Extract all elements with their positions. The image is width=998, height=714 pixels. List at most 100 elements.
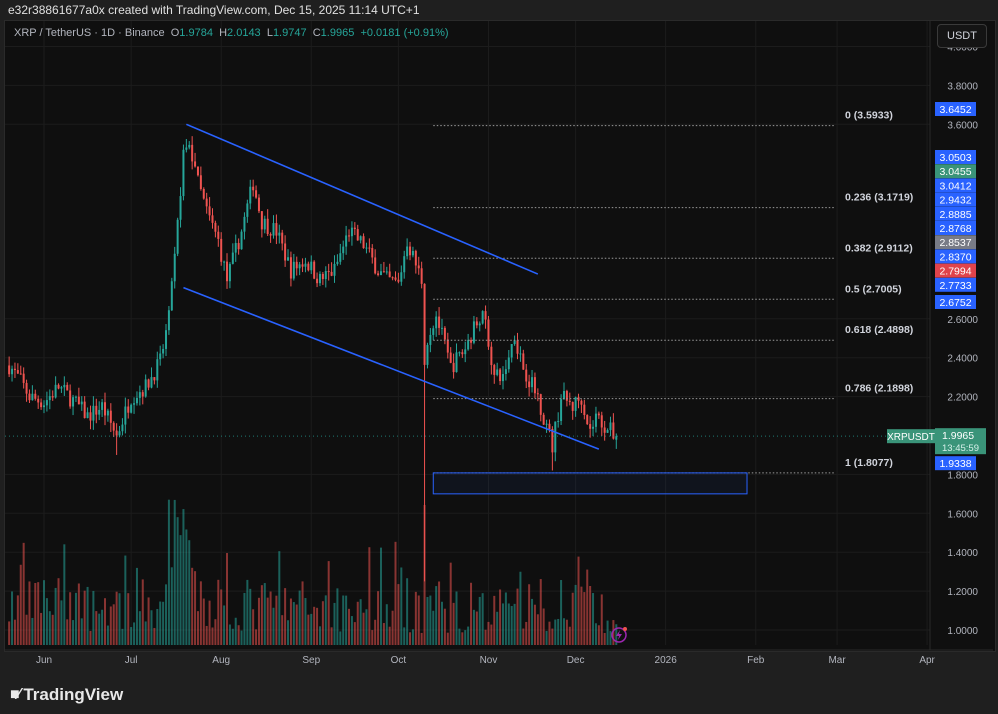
candle-body [8,365,11,375]
candle-body [348,235,351,237]
candle-body [51,396,54,398]
volume-bar [159,601,162,645]
volume-bar [406,578,409,645]
volume-bar [318,626,321,645]
volume-bar [356,601,359,645]
volume-bar [162,601,165,645]
volume-bar [327,561,330,645]
candle-body [266,218,269,234]
volume-bar [510,606,513,645]
currency-button[interactable]: USDT [937,24,987,48]
volume-bar [420,632,423,645]
candle-body [167,310,170,331]
candle-body [313,261,316,279]
candle-body [208,206,211,216]
low-value: 1.9747 [272,27,307,39]
volume-bar [507,603,510,645]
candle-body [577,397,580,401]
price-axis-label-bg [935,456,976,471]
volume-bar [86,586,89,645]
volume-bar [379,547,382,645]
candle-body [377,273,380,276]
candle-body [452,362,455,373]
candle-body [237,243,240,250]
volume-bar [8,621,11,645]
volume-bar [324,595,327,645]
volume-bar [461,632,464,645]
candle-body [336,261,339,264]
candle-body [101,402,104,410]
candle-body [478,323,481,326]
volume-bar [353,622,356,645]
candle-body [388,271,391,278]
price-axis-tick: 2.2000 [947,393,978,404]
candle-body [182,149,185,197]
volume-bar [156,608,159,645]
candle-body [37,398,40,403]
candle-body [528,381,531,388]
volume-bar [45,598,48,645]
candle-body [440,327,443,329]
volume-bar [205,625,208,645]
candle-body [220,238,223,262]
volume-bar [40,612,43,645]
candle-body [11,368,14,375]
volume-bar [440,601,443,645]
candle-body [350,227,353,237]
volume-bar [214,619,217,645]
price-axis-label-bg [935,164,976,179]
lightning-icon [616,630,622,640]
candle-body [191,144,194,162]
candle-body [400,272,403,282]
candle-body [455,352,458,373]
volume-bar [43,580,45,645]
candle-body [252,186,255,191]
candle-body [63,384,66,388]
candle-body [423,283,426,365]
candle-body [356,229,359,241]
candle-body [417,265,420,269]
volume-bar [95,611,98,645]
candle-body [554,421,557,453]
volume-bar [150,610,153,645]
volume-bar [583,592,586,645]
volume-bar [37,582,40,645]
trend-line-channel-lower[interactable] [183,286,600,450]
candle-body [397,279,400,282]
events-lightning-icon[interactable] [611,627,627,643]
volume-bar [371,630,374,645]
volume-bar [138,611,141,645]
candle-body [472,321,475,343]
candle-body [287,257,290,261]
volume-bar [112,604,115,645]
candle-body [542,414,545,425]
volume-bar [385,604,388,645]
candle-body [583,404,586,416]
volume-bar [458,628,461,645]
volume-bar [368,547,371,645]
candle-body [391,277,394,279]
price-axis-label-bg [935,178,976,193]
candle-body [278,232,281,236]
candle-body [406,246,409,257]
volume-bar [336,588,339,645]
candle-body [19,373,22,375]
time-axis-tick: Jul [125,655,138,666]
symbol-name[interactable]: XRP / TetherUS · 1D · Binance [14,27,165,39]
trend-line-channel-upper[interactable] [186,123,539,275]
candle-body [217,231,220,239]
volume-bar [388,626,391,645]
current-price-label: 1.9965 [942,430,974,442]
volume-bar [25,614,28,645]
candle-body [255,190,258,198]
volume-bar [92,590,95,645]
volume-bar [147,597,150,645]
tradingview-logo[interactable]: ■∕ TradingView [10,685,123,705]
volume-bar [118,593,121,645]
candle-body [551,429,554,453]
volume-bar [493,595,496,645]
volume-bar [586,569,589,645]
candle-body [504,369,507,375]
candle-body [475,321,478,326]
